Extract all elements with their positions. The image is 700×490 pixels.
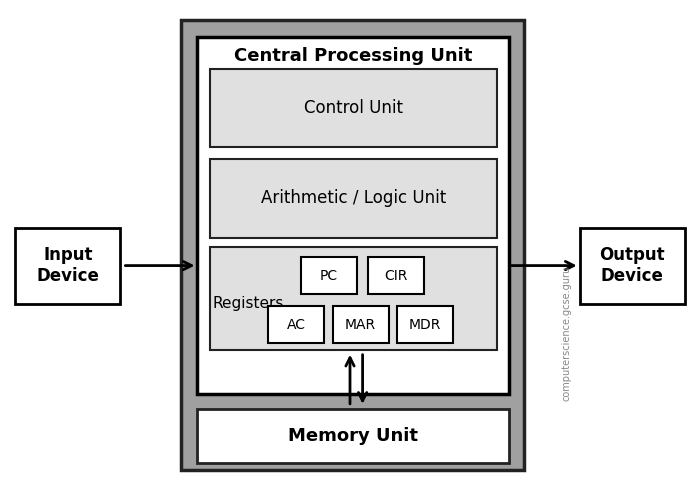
Text: Arithmetic / Logic Unit: Arithmetic / Logic Unit — [261, 190, 446, 207]
Bar — [268, 306, 324, 343]
Text: computerscience.gcse.guru: computerscience.gcse.guru — [562, 266, 572, 401]
Bar — [301, 257, 357, 294]
Bar — [368, 257, 424, 294]
Text: AC: AC — [286, 318, 306, 332]
Bar — [197, 37, 509, 394]
Text: Central Processing Unit: Central Processing Unit — [234, 48, 472, 65]
Text: PC: PC — [320, 269, 338, 283]
Text: Output
Device: Output Device — [599, 246, 665, 285]
Bar — [397, 306, 453, 343]
Bar — [332, 306, 389, 343]
Text: CIR: CIR — [384, 269, 407, 283]
Bar — [15, 228, 120, 304]
Bar — [210, 69, 497, 147]
Text: Control Unit: Control Unit — [304, 99, 403, 117]
Bar — [210, 247, 497, 350]
Bar — [181, 20, 524, 470]
Bar — [210, 159, 497, 238]
Text: Memory Unit: Memory Unit — [288, 427, 418, 445]
Text: MDR: MDR — [409, 318, 441, 332]
Text: MAR: MAR — [345, 318, 376, 332]
Text: Input
Device: Input Device — [36, 246, 99, 285]
Bar — [197, 409, 509, 463]
Bar — [580, 228, 685, 304]
Text: Registers: Registers — [213, 296, 284, 311]
